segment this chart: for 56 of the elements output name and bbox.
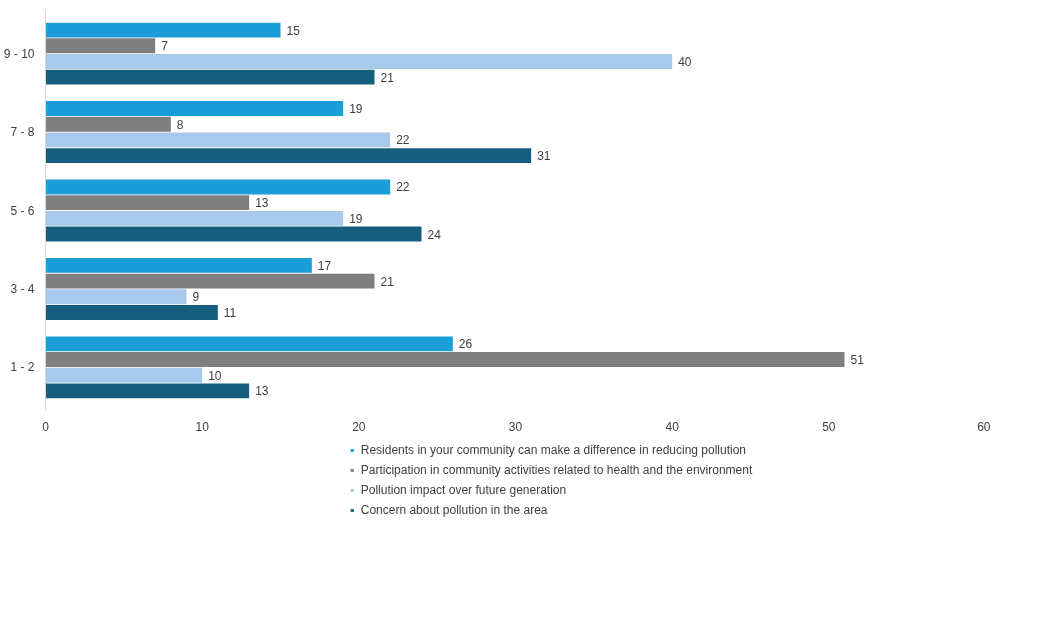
y-tick-label: 9 - 10	[3, 46, 35, 61]
bar	[45, 69, 375, 85]
x-tick-label: 50	[822, 419, 836, 434]
legend-label: Participation in community activities related to health and the environment	[360, 463, 753, 477]
y-tick-label: 5 - 6	[10, 203, 35, 218]
bar	[45, 54, 673, 69]
x-tick-label: 0	[42, 419, 50, 434]
y-tick-label: 7 - 8	[10, 125, 35, 140]
bar	[45, 132, 391, 148]
x-tick-label: 60	[977, 419, 991, 434]
y-tick-label: 1 - 2	[10, 360, 35, 375]
bar	[45, 289, 187, 305]
data-label: 8	[176, 117, 184, 132]
legend-label: Residents in your community can make a difference in reducing pollution	[360, 443, 747, 457]
data-label: 19	[349, 211, 363, 226]
data-label: 21	[380, 70, 395, 85]
bar	[45, 226, 422, 242]
data-label: 22	[396, 133, 410, 148]
data-label: 24	[427, 227, 442, 242]
data-label: 51	[850, 353, 865, 368]
bar	[45, 305, 218, 320]
legend-label: Concern about pollution in the area	[360, 503, 548, 517]
data-label: 13	[255, 384, 269, 399]
data-label: 31	[537, 149, 551, 164]
data-label: 26	[458, 337, 473, 352]
data-label: 17	[317, 258, 332, 273]
x-tick-label: 30	[508, 419, 523, 434]
x-tick-label: 10	[195, 419, 210, 434]
y-tick-label: 3 - 4	[10, 281, 35, 296]
bar	[45, 195, 250, 211]
x-tick-label: 40	[665, 419, 680, 434]
data-label: 40	[678, 54, 692, 69]
bar	[45, 383, 250, 399]
data-label: 21	[380, 274, 395, 289]
bar	[45, 179, 391, 195]
legend-label: Pollution impact over future generation	[360, 483, 567, 497]
data-label: 13	[255, 196, 269, 211]
bar	[45, 367, 203, 383]
bar	[45, 210, 344, 226]
bar	[45, 257, 312, 273]
bar	[45, 116, 171, 132]
bar	[45, 22, 281, 38]
bar	[45, 336, 453, 352]
bar	[45, 352, 845, 367]
data-label: 22	[396, 180, 410, 195]
data-label: 19	[349, 102, 363, 117]
data-label: 7	[161, 39, 169, 54]
x-tick-label: 20	[352, 419, 366, 434]
data-label: 9	[192, 290, 200, 305]
bar	[45, 273, 375, 289]
bar	[45, 101, 344, 116]
data-label: 11	[223, 305, 237, 320]
data-label: 10	[208, 368, 222, 383]
bar	[45, 148, 532, 164]
data-label: 15	[286, 23, 301, 38]
bar	[45, 38, 156, 54]
